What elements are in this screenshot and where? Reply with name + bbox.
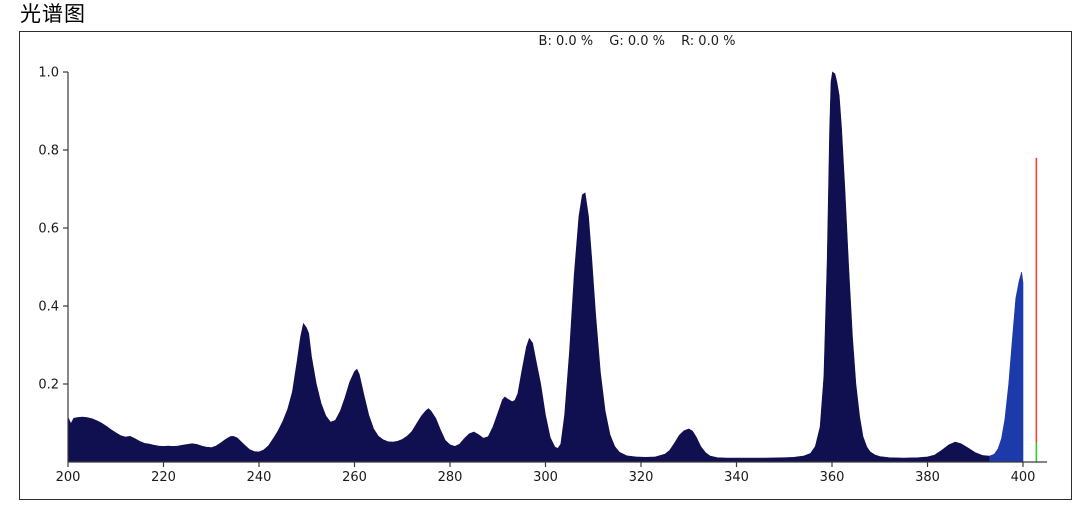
x-tick-label: 320 (629, 470, 654, 485)
y-tick-label: 0.2 (38, 378, 59, 393)
y-tick-label: 0.8 (38, 144, 59, 159)
x-tick-label: 380 (915, 470, 940, 485)
x-tick-label: 300 (533, 470, 558, 485)
x-tick-label: 340 (724, 470, 749, 485)
x-tick-label: 400 (1011, 470, 1036, 485)
rgb-readout: B: 0.0 % G: 0.0 % R: 0.0 % (533, 34, 742, 49)
y-tick-label: 0.6 (38, 222, 59, 237)
x-tick-label: 220 (151, 470, 176, 485)
spectrum-area (67, 71, 990, 463)
x-tick-label: 260 (342, 470, 367, 485)
red-percent-label: R: 0.0 % (681, 34, 736, 49)
blue-percent-label: B: 0.0 % (538, 34, 594, 49)
cutoff-peak-area (989, 272, 1024, 463)
page-title: 光谱图 (20, 2, 86, 26)
x-tick-label: 280 (438, 470, 463, 485)
y-tick-label: 0.4 (38, 300, 59, 315)
x-tick-label: 360 (820, 470, 845, 485)
x-tick-label: 200 (56, 470, 81, 485)
y-tick-label: 1.0 (38, 66, 59, 81)
x-tick-label: 240 (247, 470, 272, 485)
green-percent-label: G: 0.0 % (609, 34, 666, 49)
